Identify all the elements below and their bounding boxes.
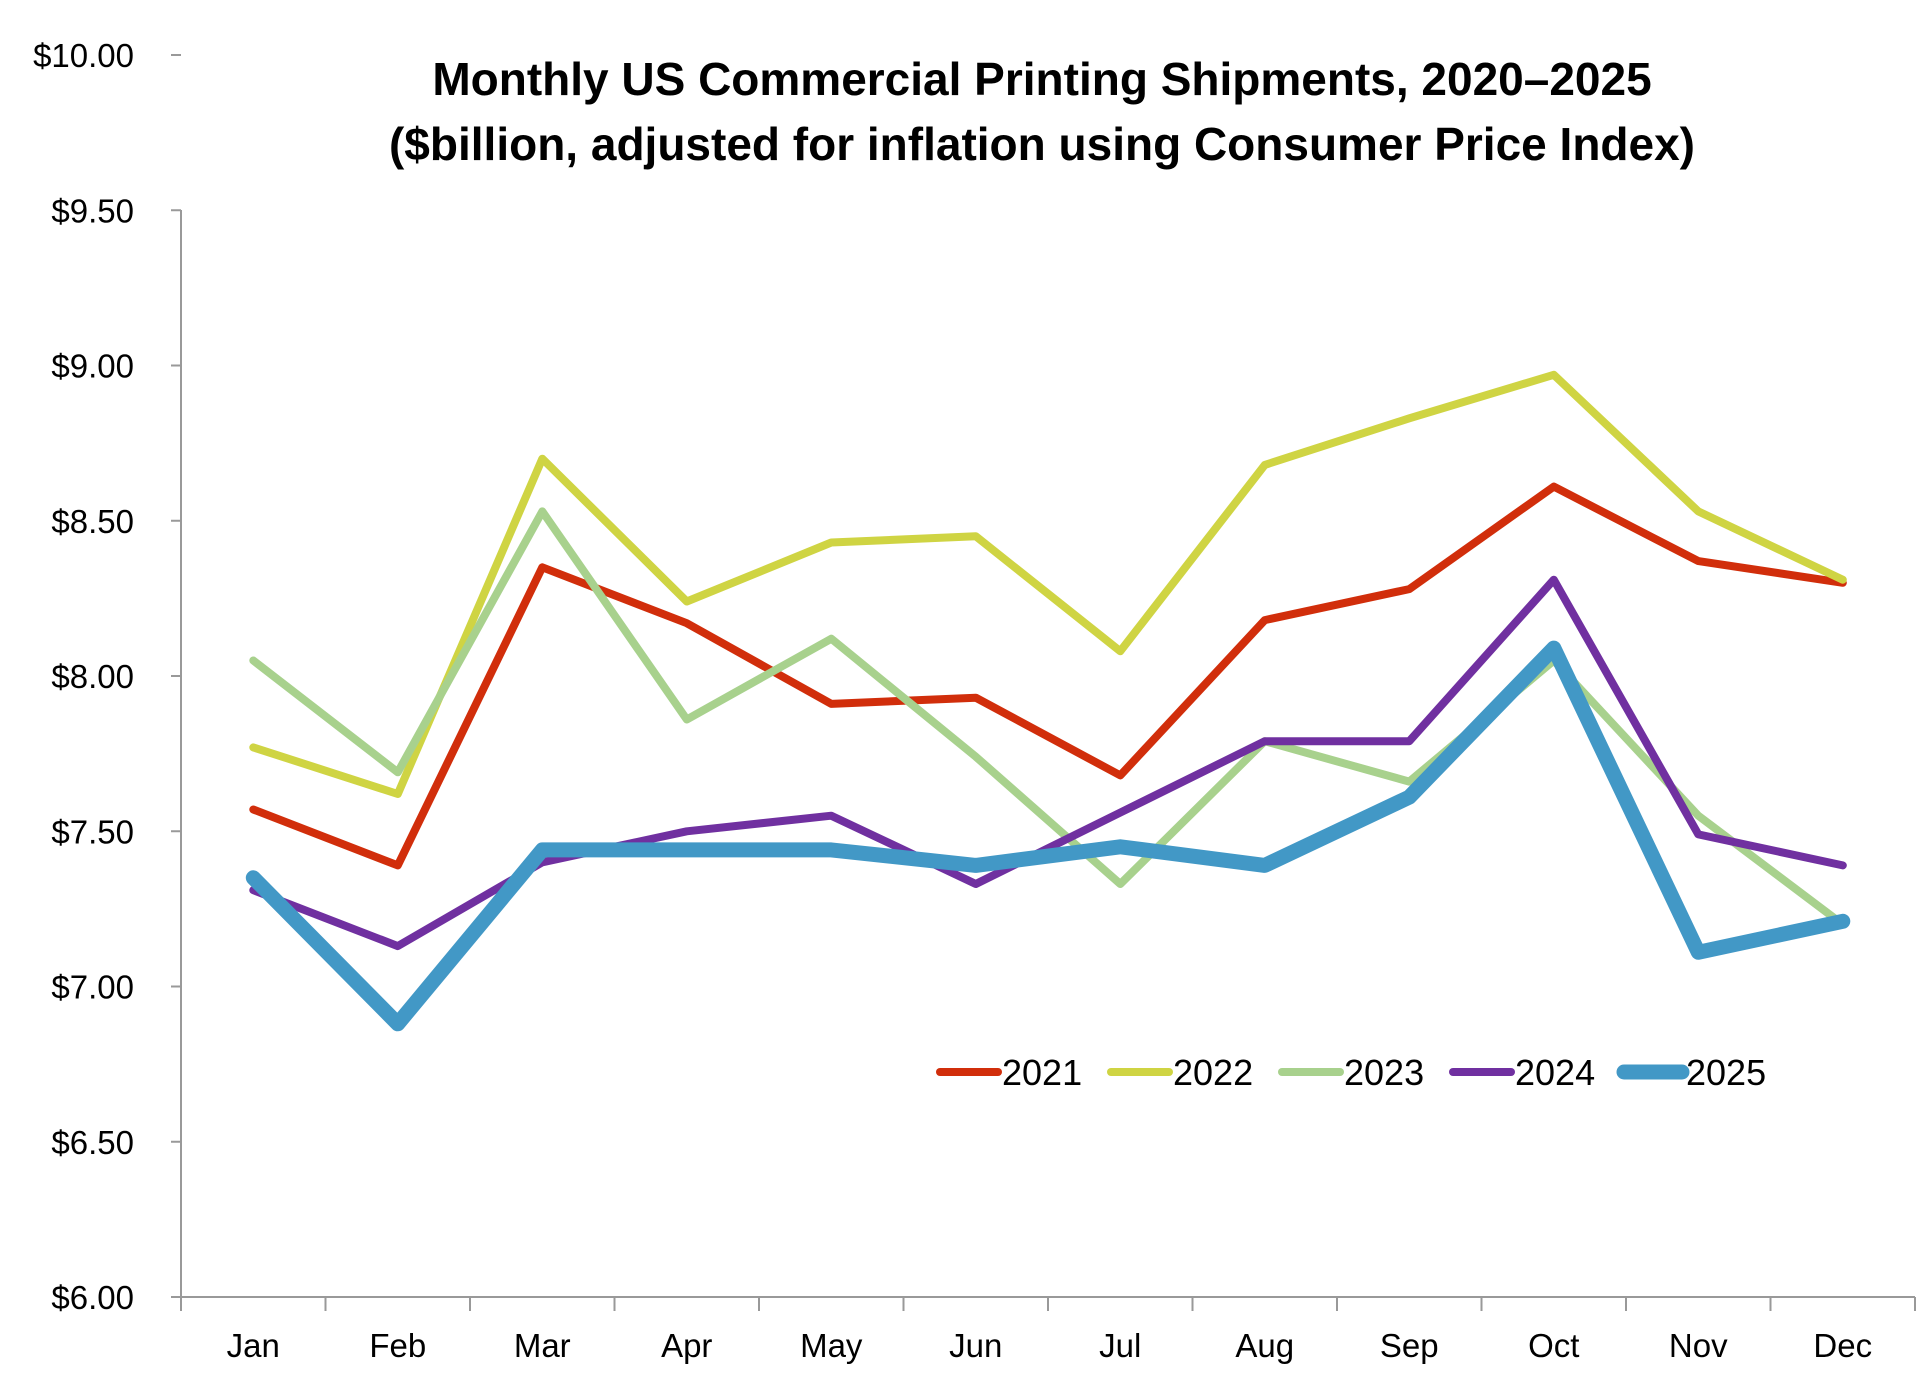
x-tick-label: Oct — [1528, 1327, 1579, 1364]
chart-title-group: Monthly US Commercial Printing Shipments… — [389, 53, 1695, 170]
chart-title: Monthly US Commercial Printing Shipments… — [432, 53, 1651, 105]
x-tick-label: Mar — [514, 1327, 571, 1364]
series-line-2021 — [249, 482, 1847, 870]
x-tick-label: Dec — [1813, 1327, 1872, 1364]
legend-label-2022: 2022 — [1173, 1052, 1253, 1093]
x-tick-label: Jul — [1099, 1327, 1141, 1364]
x-tick-label: Jun — [949, 1327, 1002, 1364]
y-tick-label: $10.00 — [33, 37, 134, 74]
x-tick-label: Feb — [369, 1327, 426, 1364]
series-layer — [245, 370, 1851, 1032]
series-line-2025 — [245, 640, 1851, 1032]
y-tick-label: $7.00 — [51, 969, 134, 1006]
y-tick-label: $9.00 — [51, 348, 134, 385]
x-tick-label: Apr — [661, 1327, 712, 1364]
x-tick-label: Aug — [1235, 1327, 1294, 1364]
y-tick-label: $7.50 — [51, 813, 134, 850]
x-tick-label: May — [800, 1327, 863, 1364]
y-tick-label: $9.50 — [51, 192, 134, 229]
y-tick-label: $6.00 — [51, 1279, 134, 1316]
x-tick-label: Sep — [1380, 1327, 1439, 1364]
y-tick-label: $8.00 — [51, 658, 134, 695]
y-tick-label: $6.50 — [51, 1124, 134, 1161]
y-tick-label: $8.50 — [51, 503, 134, 540]
legend-label-2024: 2024 — [1515, 1052, 1595, 1093]
x-tick-label: Jan — [227, 1327, 280, 1364]
legend: 2021 2022 2023 2024 2025 — [936, 1052, 1766, 1093]
chart-subtitle: ($billion, adjusted for inflation using … — [389, 118, 1695, 170]
legend-label-2021: 2021 — [1002, 1052, 1082, 1093]
axes: $10.00 $9.50 $9.00 $8.50 $8.00 $7.50 $7.00 $6.5… — [33, 37, 1916, 1364]
legend-label-2023: 2023 — [1344, 1052, 1424, 1093]
x-tick-label: Nov — [1669, 1327, 1728, 1364]
series-line-2022 — [249, 370, 1847, 798]
legend-label-2025: 2025 — [1686, 1052, 1766, 1093]
